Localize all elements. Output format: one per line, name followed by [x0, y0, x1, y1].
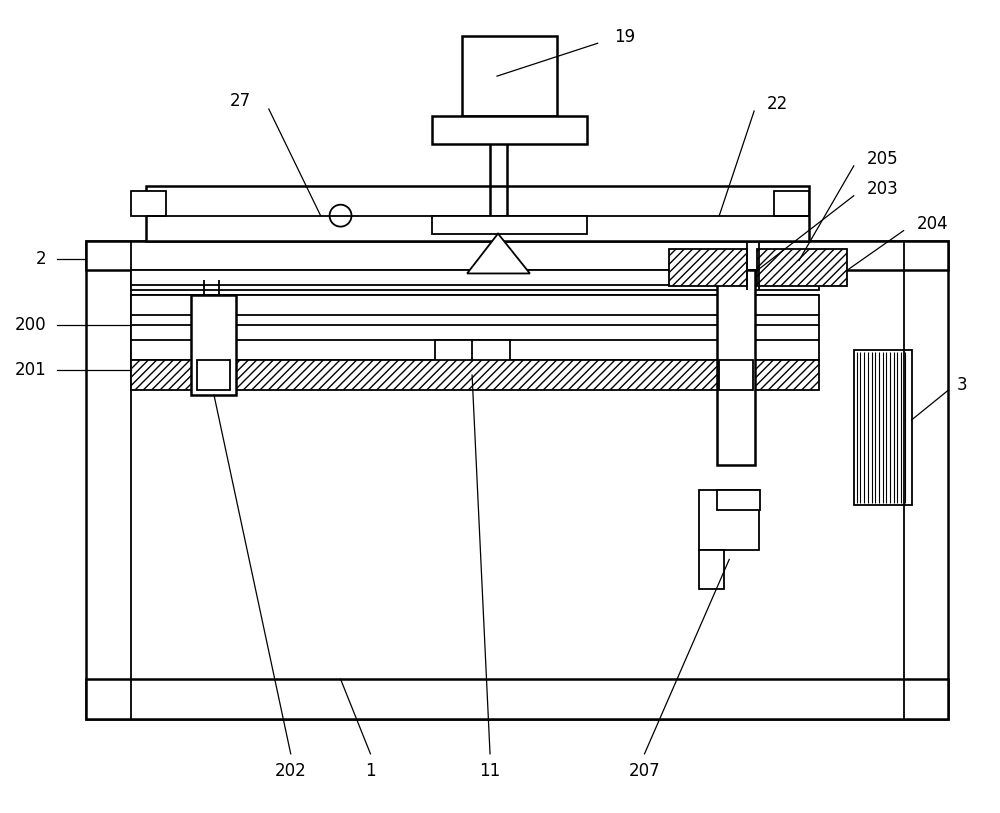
Bar	[719, 360, 753, 390]
Bar	[191, 295, 236, 395]
Bar	[131, 295, 819, 360]
Text: 22: 22	[767, 95, 788, 113]
Text: 19: 19	[615, 28, 636, 46]
Text: 200: 200	[15, 316, 47, 334]
Bar	[432, 116, 587, 144]
Text: 201: 201	[15, 361, 47, 379]
Text: 202: 202	[275, 762, 307, 780]
Bar	[854, 350, 912, 505]
Bar	[131, 271, 819, 290]
Bar	[86, 679, 948, 719]
Bar	[86, 241, 948, 719]
Bar	[131, 360, 819, 390]
Bar	[717, 489, 760, 510]
Text: 1: 1	[365, 762, 376, 780]
Bar	[131, 191, 166, 215]
Text: 2: 2	[36, 250, 47, 267]
Bar	[435, 340, 510, 375]
Bar	[146, 185, 809, 241]
Text: 3: 3	[956, 376, 967, 394]
Bar	[462, 37, 557, 116]
Bar	[717, 271, 755, 465]
Text: 204: 204	[917, 215, 948, 233]
Bar	[86, 241, 948, 271]
Bar	[757, 249, 847, 286]
Text: 11: 11	[479, 762, 501, 780]
Bar	[197, 360, 230, 390]
Bar	[774, 191, 809, 215]
Bar	[699, 489, 759, 550]
Text: 205: 205	[867, 150, 898, 167]
Text: 27: 27	[230, 92, 251, 110]
Bar	[699, 550, 724, 589]
Bar	[432, 215, 587, 233]
Polygon shape	[467, 233, 530, 273]
Bar	[669, 249, 747, 286]
Text: 203: 203	[867, 180, 898, 198]
Text: 207: 207	[629, 762, 660, 780]
